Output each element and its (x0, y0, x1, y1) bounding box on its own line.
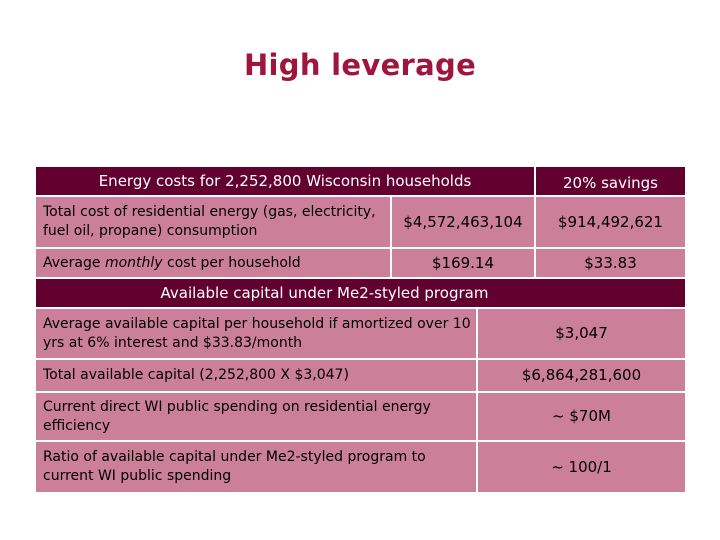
table1-header-left-text: Energy costs for 2,252,800 Wisconsin hou… (98, 172, 472, 190)
slide-title: High leverage (243, 48, 477, 82)
table1-row2-label: Average monthly cost per household (36, 249, 390, 277)
table1-row2-value: $169.14 (392, 249, 534, 277)
table1-row2-label-text: Average monthly cost per household (43, 254, 301, 271)
table2-row4-value: ~ 100/1 (478, 442, 685, 492)
table2-row1-label: Average available capital per household … (36, 309, 476, 358)
table2-row2-value: $6,864,281,600 (478, 360, 685, 391)
table1-row1-savings: $914,492,621 (536, 197, 685, 247)
table2-row1-value: $3,047 (478, 309, 685, 358)
table1-header-left: Energy costs for 2,252,800 Wisconsin hou… (36, 167, 534, 195)
table2-header-text: Available capital under Me2-styled progr… (160, 284, 489, 302)
table1-row1-value: $4,572,463,104 (392, 197, 534, 247)
table2-row4-label: Ratio of available capital under Me2-sty… (36, 442, 476, 492)
table2-row3-label: Current direct WI public spending on res… (36, 393, 476, 440)
table2-row2-label: Total available capital (2,252,800 X $3,… (36, 360, 476, 391)
table2-header: Available capital under Me2-styled progr… (36, 277, 685, 307)
table2-row3-value: ~ $70M (478, 393, 685, 440)
table1-row1-label: Total cost of residential energy (gas, e… (36, 197, 390, 247)
table1-row2-savings: $33.83 (536, 249, 685, 277)
table1-header-right: 20% savings (536, 167, 685, 195)
table1-header-right-text: 20% savings (562, 174, 658, 192)
